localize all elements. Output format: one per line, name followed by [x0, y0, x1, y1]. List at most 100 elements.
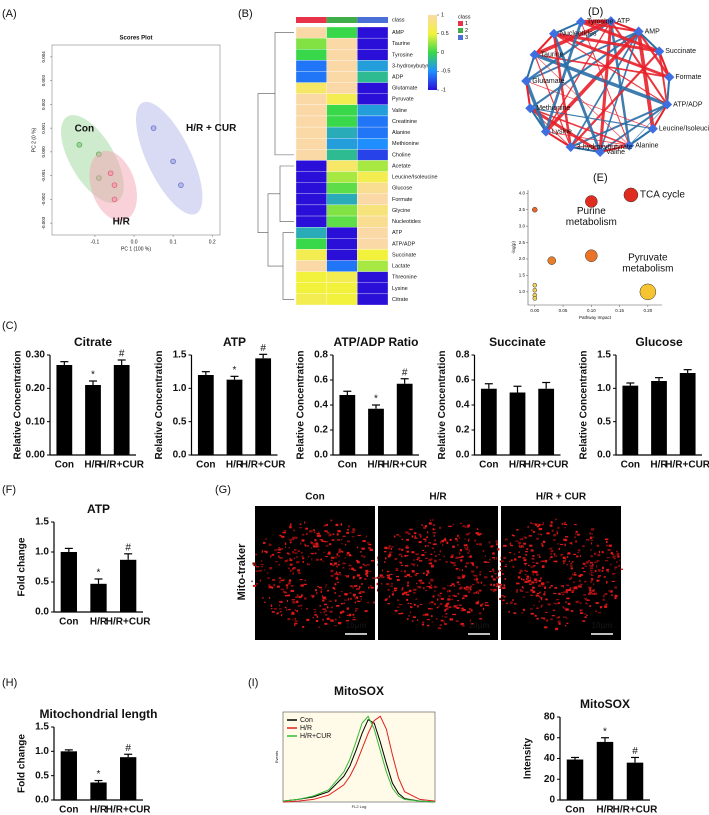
mitochondria: [363, 555, 366, 558]
mitochondria: [351, 531, 355, 534]
row-label: Lysine: [392, 286, 408, 292]
chart-title: Scores Plot: [119, 36, 152, 42]
mitochondria: [331, 539, 335, 541]
mitochondria: [400, 564, 403, 566]
mitochondria: [524, 573, 527, 576]
mitochondria: [530, 612, 534, 615]
node: [662, 99, 673, 110]
mitochondria: [421, 554, 425, 557]
mitochondria: [550, 521, 553, 524]
mitochondria: [538, 584, 541, 587]
mitochondria: [526, 548, 529, 550]
mitochondria: [352, 529, 356, 532]
mitochondria: [304, 543, 306, 546]
mitochondria: [445, 613, 448, 615]
mitochondria: [574, 572, 576, 574]
x-tick-label: H/R+CUR: [613, 805, 659, 815]
mitochondria: [279, 608, 282, 610]
mitochondria: [413, 592, 416, 594]
mitochondria: [327, 589, 330, 592]
node-label: Succinate: [665, 48, 696, 55]
mitochondria: [500, 595, 504, 597]
mitochondria: [332, 586, 335, 590]
mitochondria: [406, 550, 410, 553]
mitochondria: [339, 616, 341, 618]
mitochondria: [532, 590, 535, 594]
mitochondria: [352, 619, 356, 621]
edge: [525, 20, 612, 82]
node-label: 3-hydroxybutyrate: [577, 144, 633, 151]
mitochondria: [513, 553, 516, 555]
mitochondria: [582, 545, 585, 547]
mitochondria: [368, 543, 372, 546]
mitochondria: [378, 577, 380, 579]
mitochondria: [431, 621, 434, 623]
x-tick-label: Con: [59, 805, 78, 815]
mitochondria: [580, 609, 582, 612]
mitochondria: [344, 557, 346, 559]
mitochondria: [365, 573, 368, 576]
mitochondria: [588, 592, 593, 594]
mitochondria: [455, 568, 459, 570]
mitochondria: [475, 601, 479, 605]
score-point: [170, 158, 176, 165]
heat-cell: [357, 293, 389, 306]
mitochondria: [564, 539, 568, 542]
mitochondria: [389, 595, 391, 598]
mitochondria: [354, 585, 358, 587]
y-tick-label: 0.6: [314, 375, 328, 386]
mitochondria: [275, 561, 278, 563]
mitochondria: [428, 559, 432, 561]
mitochondria: [322, 560, 324, 562]
mitochondria: [311, 596, 314, 598]
mitochondria: [575, 530, 578, 533]
mitochondria: [324, 614, 328, 616]
mitochondria: [256, 570, 259, 572]
edge: [580, 21, 630, 146]
mitochondria: [359, 585, 361, 589]
mitochondria: [367, 547, 371, 549]
micrograph: [501, 506, 621, 640]
mitochondria: [264, 550, 267, 552]
mitochondria: [589, 573, 592, 575]
mitochondria: [493, 589, 496, 591]
mitochondria: [544, 626, 547, 629]
mitochondria: [328, 533, 332, 536]
mitochondria: [473, 592, 476, 595]
y-tick-label: 0.004: [41, 51, 46, 63]
mitochondria: [255, 583, 259, 585]
mitochondria: [387, 570, 390, 573]
mitochondria: [428, 581, 431, 585]
mitochondria: [340, 590, 343, 593]
mitochondria: [455, 556, 459, 559]
mitochondria: [587, 593, 592, 595]
heat-cell: [326, 271, 358, 283]
mitochondria: [480, 604, 483, 607]
mitochondria: [316, 615, 319, 618]
heat-cell: [295, 138, 327, 150]
mitochondria: [289, 539, 291, 542]
mitochondria: [520, 590, 524, 592]
mitochondria: [267, 577, 270, 579]
mitochondria: [604, 605, 607, 608]
mitochondria: [439, 592, 442, 595]
x-tick-label: Con: [621, 460, 640, 471]
class-bar: [326, 17, 358, 23]
mitochondria: [417, 585, 421, 588]
mitochondria: [260, 563, 264, 566]
mitochondria: [542, 522, 544, 525]
y-tick-label: 0.002: [41, 98, 46, 110]
significance-mark: #: [260, 343, 266, 354]
mitochondria: [330, 570, 334, 573]
mitochondria: [531, 581, 535, 584]
mitochondria: [574, 586, 578, 588]
mitochondria: [405, 555, 409, 557]
mitochondria: [606, 557, 610, 559]
mitochondria: [456, 607, 460, 609]
mitochondria: [595, 602, 599, 604]
mitochondria: [459, 586, 463, 590]
mitochondria: [589, 532, 592, 535]
mitochondria: [497, 570, 500, 573]
mitochondria: [445, 603, 449, 605]
mitochondria: [314, 539, 317, 542]
